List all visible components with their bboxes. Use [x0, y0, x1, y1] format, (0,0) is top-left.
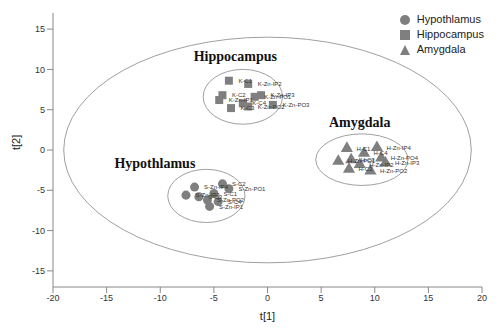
svg-text:H-C3: H-C3: [360, 156, 375, 163]
svg-text:0: 0: [265, 293, 270, 303]
svg-text:H-Zn-IP4: H-Zn-IP4: [386, 145, 411, 151]
svg-text:-20: -20: [46, 293, 59, 303]
svg-text:S-C2: S-C2: [232, 181, 246, 187]
svg-text:H-Zn-PO4: H-Zn-PO4: [390, 155, 418, 162]
svg-text:S-C1: S-C1: [223, 191, 237, 197]
svg-text:-10: -10: [154, 293, 167, 303]
svg-text:-5: -5: [37, 185, 45, 195]
svg-text:-5: -5: [210, 293, 218, 303]
svg-text:15: 15: [423, 293, 433, 303]
svg-text:K-Zn-PO3: K-Zn-PO3: [282, 102, 310, 108]
svg-text:t[2]: t[2]: [10, 135, 22, 150]
svg-text:H-Zn-IP3: H-Zn-IP3: [395, 160, 420, 166]
svg-text:S-Zn-PO1: S-Zn-PO1: [238, 186, 266, 192]
svg-text:S-C3: S-C3: [208, 194, 222, 200]
svg-text:5: 5: [319, 293, 324, 303]
svg-text:K-Zn-PO2: K-Zn-PO2: [258, 104, 286, 110]
svg-text:20: 20: [477, 293, 487, 303]
svg-text:K-Zn-IP1: K-Zn-IP1: [229, 97, 254, 103]
svg-text:10: 10: [370, 293, 380, 303]
svg-text:-15: -15: [32, 266, 45, 276]
svg-text:H-Zn-PO2: H-Zn-PO2: [380, 168, 408, 174]
svg-text:Hypothlamus: Hypothlamus: [114, 156, 195, 171]
svg-text:K-C1: K-C1: [238, 78, 252, 84]
svg-text:10: 10: [35, 65, 45, 75]
svg-text:Hippocampus: Hippocampus: [194, 49, 278, 64]
html-text:Amygdala: Amygdala: [416, 43, 466, 55]
svg-text:H-C4: H-C4: [374, 150, 389, 156]
svg-text:K-Zn-IP2: K-Zn-IP2: [258, 81, 283, 87]
html-text:Hippocampus: Hippocampus: [416, 28, 484, 40]
svg-text:H-C2: H-C2: [358, 166, 373, 173]
svg-text:S-Zn-IP4: S-Zn-IP4: [204, 184, 229, 190]
svg-text:K-C3: K-C3: [240, 105, 255, 112]
svg-text:H-C1: H-C1: [356, 146, 371, 152]
svg-text:5: 5: [40, 105, 45, 115]
svg-text:S-C4: S-C4: [228, 199, 242, 205]
svg-text:0: 0: [40, 145, 45, 155]
svg-text:Amygdala: Amygdala: [329, 115, 390, 130]
svg-text:t[1]: t[1]: [260, 310, 275, 322]
svg-text:-15: -15: [100, 293, 113, 303]
svg-text:K-Zn-IP3: K-Zn-IP3: [271, 92, 296, 98]
svg-text:K-C2: K-C2: [232, 92, 246, 99]
svg-text:H-Zn-IP2: H-Zn-IP2: [369, 162, 394, 168]
svg-text:S-Zn-IP1: S-Zn-IP1: [219, 203, 244, 210]
html-text:Hypothlamus: Hypothlamus: [416, 13, 481, 25]
svg-text:15: 15: [35, 24, 45, 34]
svg-text:-10: -10: [32, 226, 45, 236]
